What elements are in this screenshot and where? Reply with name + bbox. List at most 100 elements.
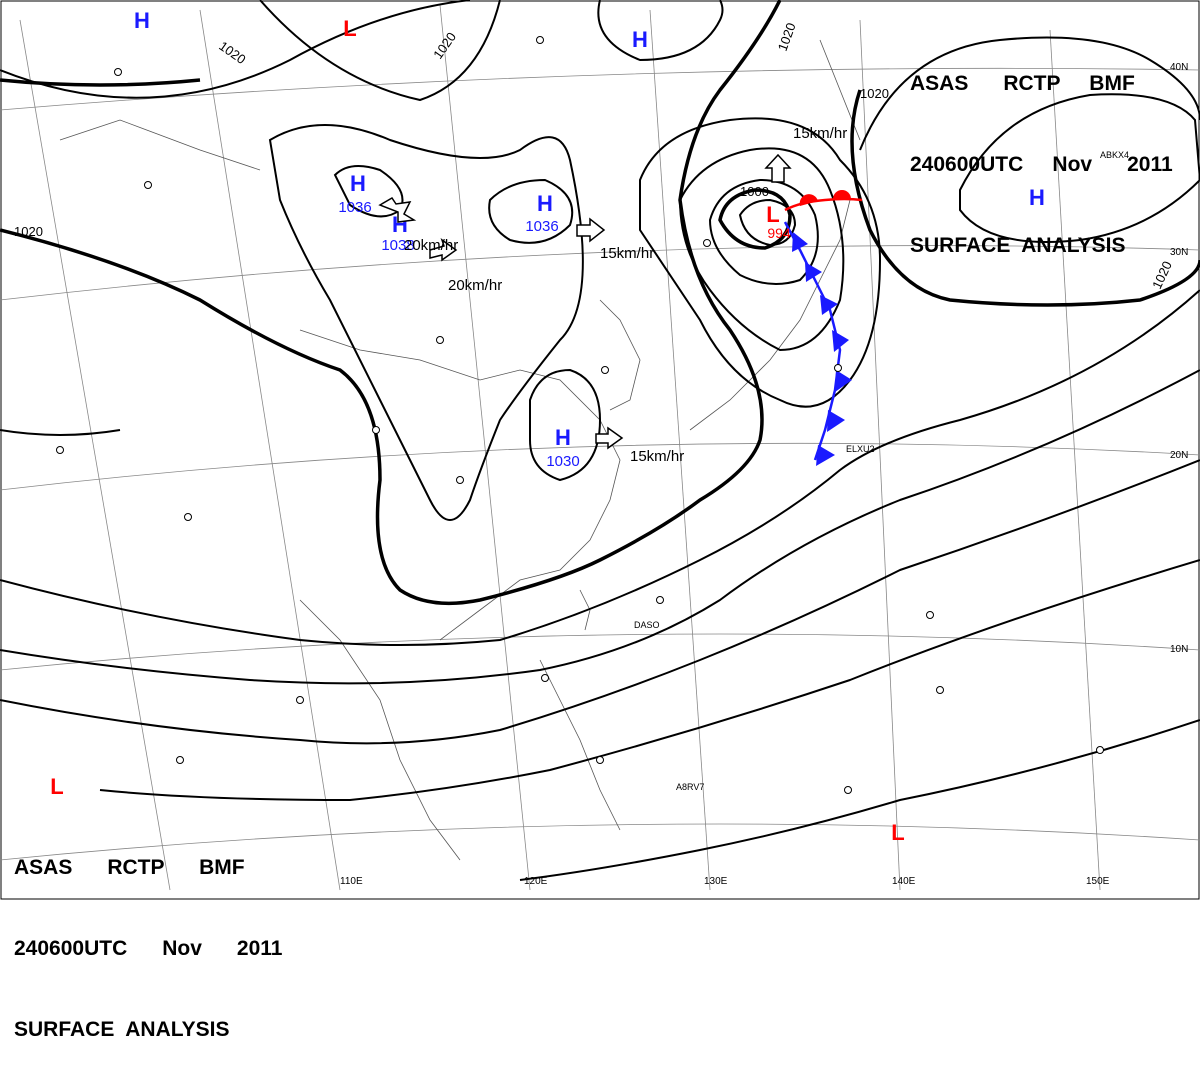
lon-130e bbox=[649, 9, 711, 891]
lat-label: 20N bbox=[1170, 450, 1188, 461]
station-marker bbox=[296, 696, 304, 704]
arrow-icon bbox=[429, 238, 458, 262]
isobar bbox=[597, 0, 724, 62]
isobar bbox=[0, 369, 1200, 685]
cold-front-barb bbox=[805, 262, 822, 282]
lon-100e bbox=[19, 19, 171, 891]
lat-30n bbox=[0, 245, 1200, 301]
motion-label: 15km/hr bbox=[630, 448, 684, 465]
isobar-label: 1000 bbox=[740, 184, 769, 199]
station-marker bbox=[184, 513, 192, 521]
cold-front-barb bbox=[832, 330, 849, 352]
isobar-1020c bbox=[0, 78, 201, 87]
low-center-letter: L bbox=[50, 774, 63, 799]
isobar-1020 bbox=[0, 0, 782, 606]
station-markers bbox=[56, 36, 1104, 794]
lon-label: 130E bbox=[704, 876, 728, 887]
ship-labels: ELXU2 DASO A8RV7 ABKX4 bbox=[634, 150, 1129, 792]
motion-label: 15km/hr bbox=[793, 125, 847, 142]
isobars-bold bbox=[0, 0, 1200, 606]
warm-front bbox=[784, 190, 863, 212]
title-line: ASAS RCTP BMF bbox=[910, 72, 1135, 95]
high-center-letter: H bbox=[537, 191, 553, 216]
lat-label: 10N bbox=[1170, 644, 1188, 655]
warm-front-bump bbox=[833, 190, 851, 199]
cold-front-barb bbox=[835, 370, 852, 392]
lon-140e bbox=[859, 19, 901, 891]
station-marker bbox=[456, 476, 464, 484]
high-center-letter: H bbox=[350, 171, 366, 196]
station-marker bbox=[834, 364, 842, 372]
high-center-value: 1038 bbox=[381, 237, 414, 254]
high-center-value: 1036 bbox=[338, 199, 371, 216]
lon-label: 110E bbox=[340, 876, 363, 887]
isobar bbox=[859, 36, 1200, 151]
ship-label: DASO bbox=[634, 620, 660, 630]
high-center-letter: H bbox=[555, 425, 571, 450]
station-marker bbox=[176, 756, 184, 764]
isobar bbox=[519, 719, 1200, 881]
station-marker bbox=[436, 336, 444, 344]
motion-labels: 20km/hr 20km/hr 15km/hr 15km/hr 15km/hr bbox=[404, 125, 847, 465]
coast-indochina bbox=[299, 599, 461, 861]
lat-20n bbox=[0, 442, 1200, 491]
high-center-letter: H bbox=[1029, 185, 1045, 210]
isobar bbox=[678, 147, 845, 352]
lon-label: 120E bbox=[524, 876, 548, 887]
pressure-centers: H 1036 H 1038 H 1036 H 1030 L 994 H H H … bbox=[50, 8, 1045, 845]
motion-label: 15km/hr bbox=[600, 245, 654, 262]
coast-russia bbox=[59, 119, 261, 171]
low-center-letter: L bbox=[343, 16, 356, 41]
lon-label: 140E bbox=[892, 876, 916, 887]
high-center-letter: H bbox=[134, 8, 150, 33]
station-marker bbox=[1096, 746, 1104, 754]
station-marker bbox=[596, 756, 604, 764]
lat-0 bbox=[0, 823, 1200, 861]
station-marker bbox=[541, 674, 549, 682]
isobar bbox=[333, 165, 404, 218]
station-marker bbox=[114, 68, 122, 76]
high-center-value: 1036 bbox=[525, 218, 558, 235]
lon-110e bbox=[199, 9, 341, 891]
isobar bbox=[99, 559, 1200, 802]
cold-front bbox=[783, 221, 852, 466]
ship-label: A8RV7 bbox=[676, 782, 704, 792]
motion-label: 20km/hr bbox=[404, 237, 458, 254]
isobar bbox=[529, 368, 602, 482]
cold-front-barb bbox=[792, 232, 808, 252]
title-block-top: ASAS RCTP BMF 240600UTC Nov 2011 SURFACE… bbox=[910, 16, 1173, 286]
station-marker bbox=[936, 686, 944, 694]
station-marker bbox=[926, 611, 934, 619]
lat-10n bbox=[0, 633, 1200, 671]
ship-label: ABKX4 bbox=[1100, 150, 1129, 160]
station-marker bbox=[844, 786, 852, 794]
cold-front-barb bbox=[820, 295, 838, 315]
motion-arrows bbox=[378, 153, 792, 450]
station-marker bbox=[56, 446, 64, 454]
title-line: SURFACE ANALYSIS bbox=[910, 234, 1126, 257]
coast-japan bbox=[689, 199, 851, 431]
isobar-label: 1020 bbox=[860, 86, 889, 101]
isobar bbox=[0, 0, 471, 99]
cold-front-line bbox=[783, 221, 842, 461]
isobar-label: 1020 bbox=[775, 21, 799, 53]
isobar bbox=[488, 178, 574, 244]
high-center-value: 1030 bbox=[546, 453, 579, 470]
lat-40n bbox=[0, 67, 1200, 111]
station-marker bbox=[601, 366, 609, 374]
weather-map: H 1036 H 1038 H 1036 H 1030 L 994 H H H … bbox=[0, 0, 1200, 900]
arrow-icon bbox=[576, 217, 606, 243]
arrow-icon bbox=[595, 426, 624, 450]
motion-label: 20km/hr bbox=[448, 277, 502, 294]
station-marker bbox=[536, 36, 544, 44]
lat-label: 40N bbox=[1170, 62, 1188, 73]
isobar-1020b bbox=[850, 89, 1200, 307]
isobar bbox=[0, 289, 1200, 646]
isobar bbox=[639, 117, 882, 408]
station-marker bbox=[372, 426, 380, 434]
title-line: 240600UTC Nov 2011 bbox=[14, 937, 283, 960]
isobar bbox=[259, 0, 501, 102]
cold-front-barb bbox=[827, 410, 845, 432]
lat-label: 30N bbox=[1170, 247, 1188, 258]
warm-front-line bbox=[784, 197, 863, 212]
